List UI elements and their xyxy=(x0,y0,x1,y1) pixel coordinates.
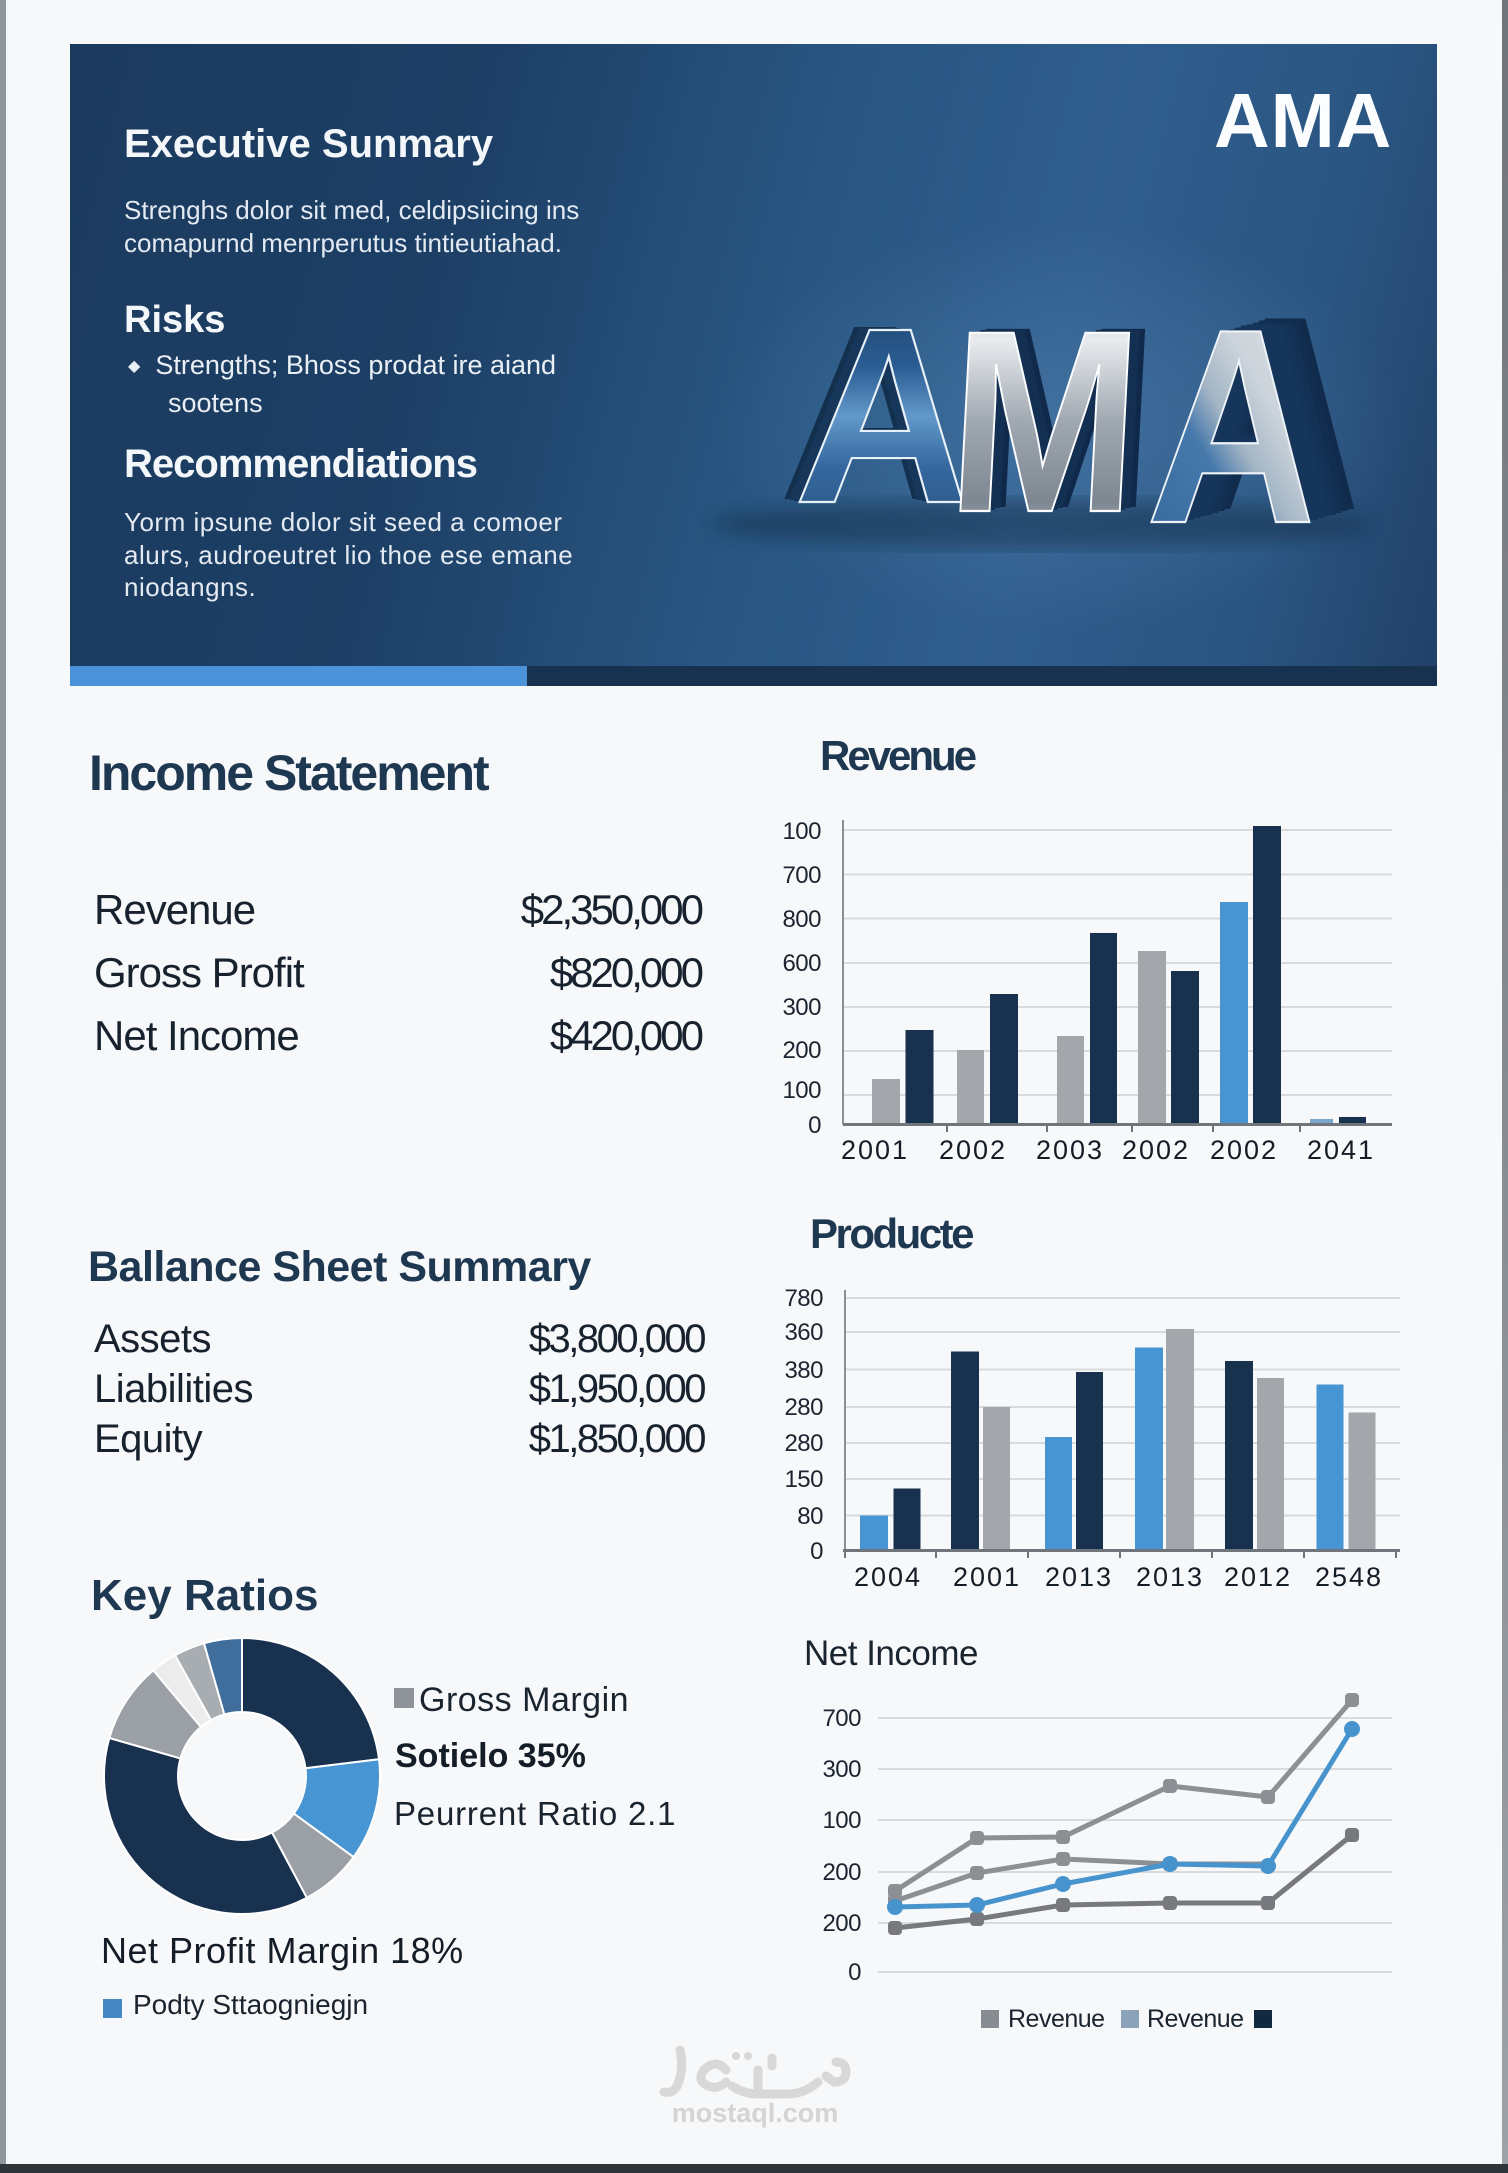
svg-text:700: 700 xyxy=(782,862,821,889)
svg-text:A: A xyxy=(1151,269,1337,564)
svg-text:2012: 2012 xyxy=(1224,1562,1292,1590)
svg-text:2002: 2002 xyxy=(939,1135,1007,1165)
svg-text:2001: 2001 xyxy=(953,1562,1021,1590)
svg-text:0: 0 xyxy=(848,1959,861,1986)
svg-text:mostaql.com: mostaql.com xyxy=(672,2098,839,2128)
svg-text:800: 800 xyxy=(782,906,821,933)
svg-text:0: 0 xyxy=(810,1538,823,1565)
svg-text:A: A xyxy=(1163,265,1349,564)
svg-text:2004: 2004 xyxy=(854,1562,922,1590)
svg-text:A: A xyxy=(791,277,981,556)
svg-text:200: 200 xyxy=(822,1859,861,1886)
svg-text:2013: 2013 xyxy=(1045,1562,1113,1590)
svg-text:M: M xyxy=(958,273,1163,563)
svg-text:2013: 2013 xyxy=(1136,1562,1204,1590)
svg-text:A: A xyxy=(1142,271,1328,564)
svg-text:A: A xyxy=(780,275,970,554)
svg-text:100: 100 xyxy=(822,1807,861,1834)
svg-text:2002: 2002 xyxy=(1122,1135,1190,1165)
svg-text:0: 0 xyxy=(808,1112,821,1139)
svg-text:A: A xyxy=(1175,262,1361,564)
svg-text:80: 80 xyxy=(797,1503,823,1530)
svg-text:2002: 2002 xyxy=(1210,1135,1278,1165)
svg-text:100: 100 xyxy=(782,818,821,845)
svg-text:300: 300 xyxy=(782,994,821,1021)
svg-text:M: M xyxy=(948,276,1153,564)
svg-text:A: A xyxy=(785,276,975,555)
svg-text:150: 150 xyxy=(784,1466,823,1493)
svg-text:700: 700 xyxy=(822,1705,861,1732)
svg-text:280: 280 xyxy=(784,1394,823,1421)
svg-text:200: 200 xyxy=(782,1037,821,1064)
svg-text:300: 300 xyxy=(822,1756,861,1783)
svg-text:200: 200 xyxy=(822,1910,861,1937)
svg-text:380: 380 xyxy=(784,1357,823,1384)
svg-text:780: 780 xyxy=(784,1285,823,1312)
svg-text:600: 600 xyxy=(782,950,821,977)
svg-text:A: A xyxy=(1157,267,1343,564)
svg-text:A: A xyxy=(775,274,965,553)
svg-text:2548: 2548 xyxy=(1315,1562,1383,1590)
svg-text:A: A xyxy=(1187,258,1373,564)
svg-text:M: M xyxy=(942,277,1147,564)
svg-text:A: A xyxy=(1169,264,1355,564)
svg-text:280: 280 xyxy=(784,1430,823,1457)
svg-text:360: 360 xyxy=(784,1319,823,1346)
svg-text:2003: 2003 xyxy=(1036,1135,1104,1165)
svg-text:M: M xyxy=(953,274,1158,564)
svg-text:100: 100 xyxy=(782,1077,821,1104)
svg-text:2001: 2001 xyxy=(841,1135,909,1165)
svg-text:A: A xyxy=(1181,260,1367,564)
svg-text:2041: 2041 xyxy=(1307,1135,1375,1165)
